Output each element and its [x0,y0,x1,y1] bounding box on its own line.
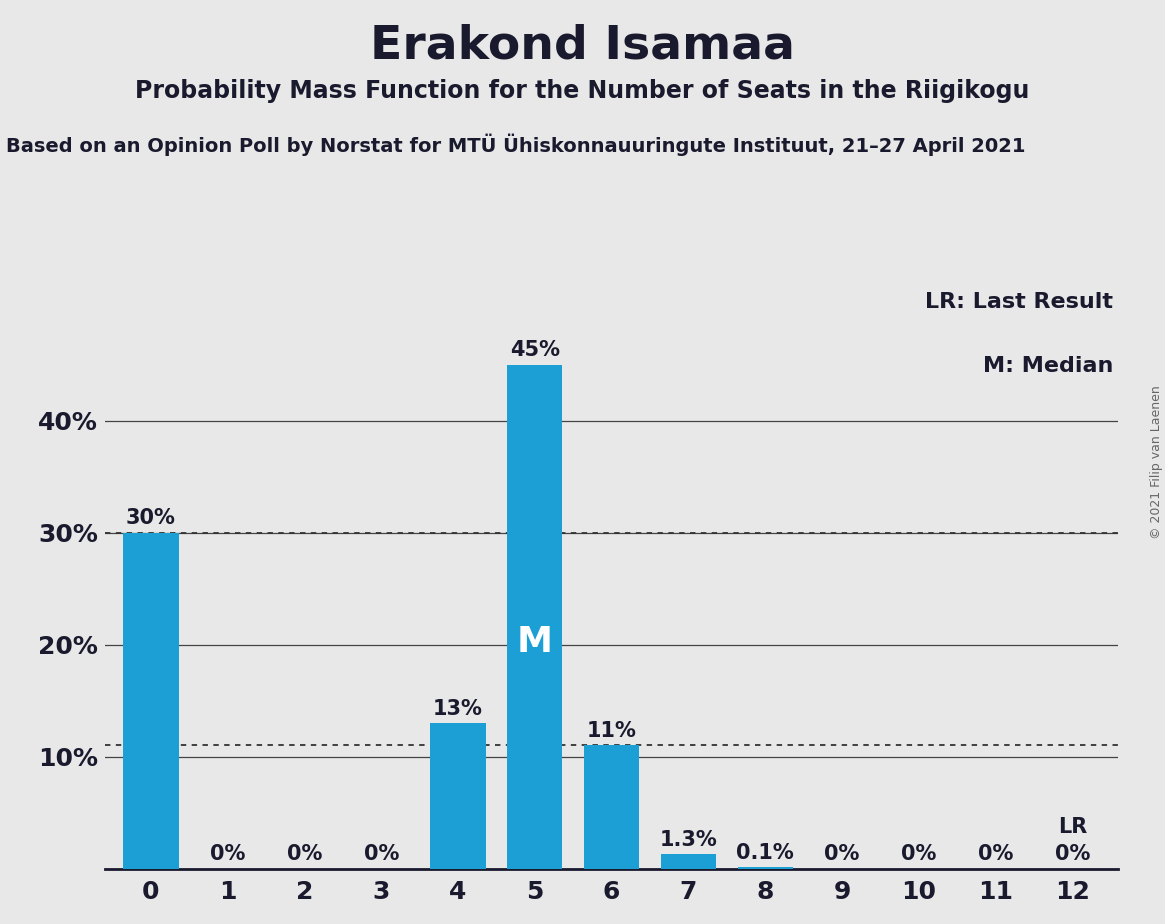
Bar [737,868,793,869]
Bar [123,533,178,869]
Text: Erakond Isamaa: Erakond Isamaa [370,23,795,68]
Bar [661,854,716,869]
Text: LR: LR [1058,817,1087,837]
Text: 0%: 0% [363,845,398,864]
Text: 0%: 0% [210,845,246,864]
Bar [507,365,563,869]
Text: Probability Mass Function for the Number of Seats in the Riigikogu: Probability Mass Function for the Number… [135,79,1030,103]
Text: M: M [517,625,553,659]
Text: © 2021 Filip van Laenen: © 2021 Filip van Laenen [1150,385,1163,539]
Text: 0%: 0% [901,845,937,864]
Text: 11%: 11% [587,721,636,741]
Bar [584,746,640,869]
Text: LR: Last Result: LR: Last Result [925,292,1114,312]
Text: 0.1%: 0.1% [736,843,795,863]
Text: M: Median: M: Median [983,357,1114,376]
Text: 13%: 13% [433,699,483,719]
Text: 45%: 45% [510,340,560,360]
Text: Based on an Opinion Poll by Norstat for MTÜ Ühiskonnauuringute Instituut, 21–27 : Based on an Opinion Poll by Norstat for … [6,134,1025,156]
Bar [430,723,486,869]
Text: 0%: 0% [977,845,1014,864]
Text: 30%: 30% [126,508,176,529]
Text: 0%: 0% [825,845,860,864]
Text: 0%: 0% [1054,845,1090,864]
Text: 1.3%: 1.3% [659,830,718,849]
Text: 0%: 0% [287,845,323,864]
